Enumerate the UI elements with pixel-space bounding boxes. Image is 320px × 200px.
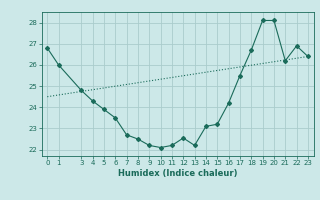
X-axis label: Humidex (Indice chaleur): Humidex (Indice chaleur)	[118, 169, 237, 178]
